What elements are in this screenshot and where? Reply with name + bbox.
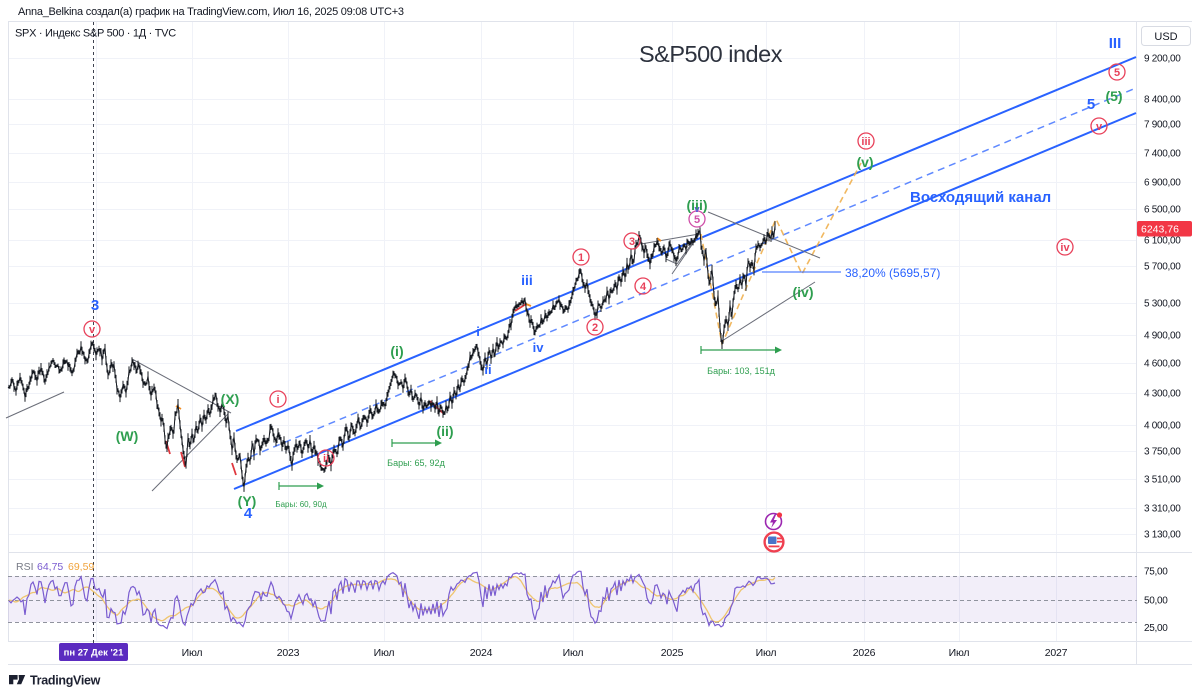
svg-text:i: i [276,394,279,406]
svg-text:iii: iii [861,136,870,148]
svg-text:iii: iii [521,272,533,288]
svg-text:2: 2 [592,322,598,334]
svg-text:4: 4 [640,281,647,293]
svg-text:75,00: 75,00 [1144,567,1168,578]
svg-text:Бары: 103, 151д: Бары: 103, 151д [707,366,775,376]
svg-text:9 200,00: 9 200,00 [1144,54,1181,65]
svg-text:69,59: 69,59 [68,561,94,573]
svg-text:3 310,00: 3 310,00 [1144,504,1181,515]
svg-text:(v): (v) [856,154,873,170]
svg-text:Восходящий канал: Восходящий канал [910,189,1051,206]
svg-text:6 100,00: 6 100,00 [1144,236,1181,247]
svg-text:4 600,00: 4 600,00 [1144,359,1181,370]
svg-text:(iii): (iii) [687,197,708,213]
svg-text:4 300,00: 4 300,00 [1144,389,1181,400]
svg-text:Июл: Июл [563,647,584,659]
svg-text:iv: iv [533,340,545,355]
svg-text:2027: 2027 [1045,647,1068,659]
svg-text:2026: 2026 [853,647,876,659]
svg-text:3 510,00: 3 510,00 [1144,475,1181,486]
svg-text:Июл: Июл [949,647,970,659]
svg-text:3: 3 [629,236,635,248]
svg-text:5: 5 [1087,96,1095,113]
svg-text:Бары: 60, 90д: Бары: 60, 90д [275,500,327,509]
svg-text:(ii): (ii) [436,423,453,439]
svg-text:S&P500 index: S&P500 index [639,41,783,67]
svg-text:3 130,00: 3 130,00 [1144,530,1181,541]
svg-text:III: III [1109,35,1122,52]
svg-text:Anna_Belkina создал(а) график: Anna_Belkina создал(а) график на Trading… [18,6,404,18]
svg-text:4: 4 [244,505,253,522]
svg-text:2023: 2023 [277,647,300,659]
svg-text:ii: ii [484,362,491,377]
svg-text:4 900,00: 4 900,00 [1144,331,1181,342]
svg-text:Бары: 65, 92д: Бары: 65, 92д [387,458,445,468]
svg-text:iv: iv [1060,242,1070,254]
svg-text:7 400,00: 7 400,00 [1144,149,1181,160]
svg-text:(Y): (Y) [238,493,257,509]
svg-text:3 750,00: 3 750,00 [1144,447,1181,458]
svg-text:8 400,00: 8 400,00 [1144,95,1181,106]
svg-text:SPX · Индекс S&P 500 · 1Д · TV: SPX · Индекс S&P 500 · 1Д · TVC [15,28,176,40]
svg-text:TradingView: TradingView [30,674,101,688]
svg-text:38,20% (5695,57): 38,20% (5695,57) [845,266,940,280]
svg-text:5: 5 [694,214,700,226]
svg-text:6 900,00: 6 900,00 [1144,178,1181,189]
svg-text:v: v [694,204,699,214]
svg-text:v: v [1096,121,1103,133]
svg-text:RSI: RSI [16,561,34,573]
svg-text:ii: ii [323,453,329,465]
svg-text:6 500,00: 6 500,00 [1144,205,1181,216]
svg-text:(i): (i) [390,343,403,359]
svg-text:5: 5 [1114,67,1120,79]
svg-text:1: 1 [578,252,584,264]
svg-text:5 300,00: 5 300,00 [1144,299,1181,310]
svg-text:64,75: 64,75 [37,561,63,573]
svg-text:(iv): (iv) [793,284,814,300]
svg-text:(X): (X) [221,391,240,407]
svg-text:USD: USD [1154,31,1177,43]
svg-text:4 000,00: 4 000,00 [1144,421,1181,432]
svg-text:Июл: Июл [374,647,395,659]
svg-text:3: 3 [91,297,99,314]
svg-text:v: v [89,324,96,336]
svg-text:5 700,00: 5 700,00 [1144,262,1181,273]
svg-text:25,00: 25,00 [1144,623,1168,634]
svg-text:(5): (5) [1105,88,1122,104]
svg-text:50,00: 50,00 [1144,596,1168,607]
svg-text:Июл: Июл [756,647,777,659]
svg-text:6243,76: 6243,76 [1141,224,1179,236]
svg-text:i: i [476,324,480,339]
svg-text:Июл: Июл [182,647,203,659]
svg-text:7 900,00: 7 900,00 [1144,120,1181,131]
svg-text:2025: 2025 [661,647,684,659]
svg-text:(W): (W) [116,428,139,444]
svg-text:2024: 2024 [470,647,493,659]
svg-text:пн 27 Дек '21: пн 27 Дек '21 [64,648,124,659]
